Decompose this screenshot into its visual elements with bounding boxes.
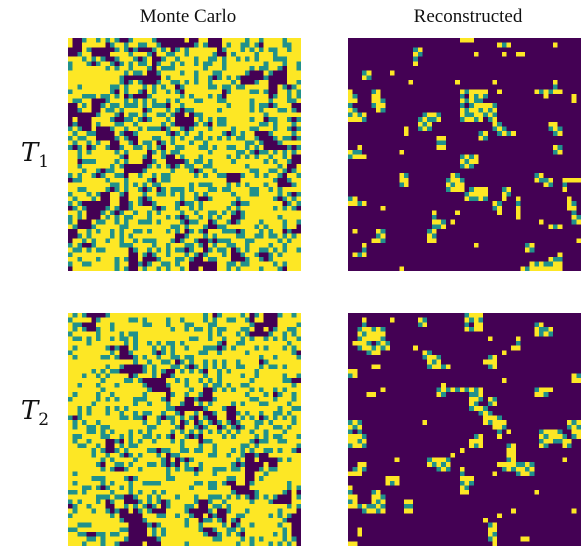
lattice-image bbox=[68, 38, 301, 271]
row-label-t2: T2 bbox=[20, 396, 50, 431]
lattice-image bbox=[348, 313, 581, 546]
panel-reconstructed-t2 bbox=[348, 313, 581, 546]
panel-monte-carlo-t1 bbox=[68, 38, 301, 271]
column-title-monte-carlo: Monte Carlo bbox=[139, 6, 237, 27]
row-label-t1: T1 bbox=[20, 138, 50, 173]
column-title-reconstructed: Reconstructed bbox=[413, 6, 523, 27]
panel-monte-carlo-t2 bbox=[68, 313, 301, 546]
lattice-image bbox=[348, 38, 581, 271]
lattice-image bbox=[68, 313, 301, 546]
panel-reconstructed-t1 bbox=[348, 38, 581, 271]
